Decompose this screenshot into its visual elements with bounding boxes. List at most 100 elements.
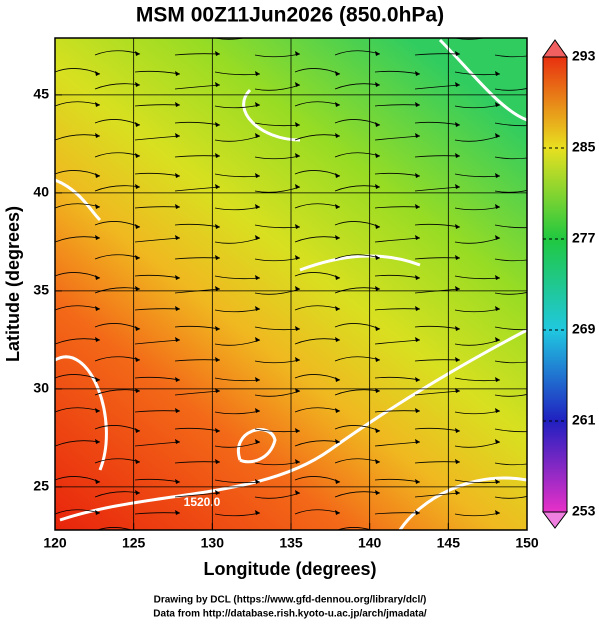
streamline-arrow [495, 275, 500, 280]
y-tick-label: 30 [33, 380, 49, 396]
streamline-arrow [415, 204, 420, 209]
streamline [494, 326, 527, 331]
colorbar-bottom-extend [542, 511, 568, 529]
streamline-arrow [495, 479, 500, 484]
streamline-arrow [175, 408, 180, 413]
streamline-arrow [415, 408, 420, 413]
streamline-arrow [535, 224, 540, 229]
streamline-arrow [175, 275, 180, 280]
streamline-arrow [295, 286, 300, 291]
streamline-arrow [495, 377, 500, 382]
streamline [494, 224, 527, 229]
streamline-arrow [255, 479, 260, 484]
streamline [295, 38, 297, 39]
streamline-arrow [495, 71, 500, 76]
streamline [494, 87, 527, 91]
streamline-arrow [135, 122, 140, 127]
streamline-arrow [415, 479, 420, 484]
title: MSM 00Z11Jun2026 (850.0hPa) [136, 4, 444, 27]
streamline-arrow [215, 51, 220, 56]
streamline-arrow [255, 439, 260, 444]
streamline-arrow [495, 173, 500, 178]
streamline-arrow [335, 439, 340, 444]
streamline-arrow [335, 173, 340, 178]
streamline-arrow [175, 71, 180, 76]
streamline-arrow [95, 102, 100, 107]
streamline-arrow [375, 122, 380, 127]
x-tick-label: 135 [279, 535, 303, 551]
streamline-arrow [535, 82, 540, 87]
streamline-arrow [135, 224, 140, 229]
streamline-arrow [135, 326, 140, 331]
streamline-arrow [295, 82, 300, 87]
streamline-arrow [375, 153, 380, 158]
streamline-arrow [455, 224, 460, 229]
streamline-arrow [95, 408, 100, 413]
streamline-arrow [295, 184, 300, 189]
streamline [494, 156, 527, 160]
streamline [494, 428, 527, 433]
streamline-arrow [215, 153, 220, 158]
streamline-arrow [175, 439, 180, 444]
x-tick-label: 140 [358, 535, 382, 551]
streamline-arrow [135, 184, 140, 189]
streamline-arrow [455, 357, 460, 362]
streamline-arrow [535, 388, 540, 393]
streamline-arrow [455, 122, 460, 127]
streamline-arrow [415, 173, 420, 178]
streamline-arrow [255, 204, 260, 209]
streamline-arrow [535, 184, 540, 189]
colorbar-tick-label: 277 [572, 230, 596, 246]
streamline [494, 258, 527, 262]
x-tick-label: 120 [43, 535, 67, 551]
streamline-arrow [335, 204, 340, 209]
streamline-arrow [95, 377, 100, 382]
streamline-arrow [135, 459, 140, 464]
colorbar-tick-label: 253 [572, 503, 596, 519]
streamline-arrow [535, 459, 540, 464]
colorbar-tick-label: 269 [572, 321, 596, 337]
streamline [494, 462, 527, 466]
streamline-arrow [375, 51, 380, 56]
streamline [494, 122, 527, 127]
streamline-arrow [255, 31, 260, 36]
streamline-arrow [95, 510, 100, 515]
streamline-arrow [215, 255, 220, 260]
streamline-arrow [135, 51, 140, 56]
streamline-arrow [375, 490, 380, 495]
streamline-arrow [495, 408, 500, 413]
streamline-arrow [215, 459, 220, 464]
x-tick-label: 145 [437, 535, 461, 551]
streamline-arrow [255, 173, 260, 178]
contour-label: 1520.0 [184, 495, 221, 509]
streamline-arrow [375, 326, 380, 331]
streamline [494, 360, 527, 364]
streamline-arrow [415, 133, 420, 138]
streamline-arrow [255, 377, 260, 382]
streamline-arrow [335, 235, 340, 240]
streamline-arrow [175, 31, 180, 36]
streamline-arrow [255, 306, 260, 311]
streamline-arrow [335, 337, 340, 342]
streamline [55, 38, 57, 39]
streamline-arrow [95, 275, 100, 280]
streamline-arrow [215, 184, 220, 189]
streamline-arrow [375, 255, 380, 260]
streamline-arrow [535, 490, 540, 495]
footer-line: Data from http://database.rish.kyoto-u.a… [153, 609, 427, 620]
streamline-arrow [375, 82, 380, 87]
x-axis-label: Longitude (degrees) [203, 559, 376, 579]
streamline-arrow [135, 153, 140, 158]
streamline-arrow [455, 153, 460, 158]
streamline-arrow [135, 428, 140, 433]
streamline-arrow [95, 173, 100, 178]
streamline-arrow [335, 31, 340, 36]
streamline-arrow [455, 286, 460, 291]
streamline-arrow [255, 337, 260, 342]
x-tick-label: 150 [515, 535, 539, 551]
streamline-arrow [335, 408, 340, 413]
streamline-arrow [495, 235, 500, 240]
streamline-arrow [415, 377, 420, 382]
streamline [494, 393, 527, 397]
